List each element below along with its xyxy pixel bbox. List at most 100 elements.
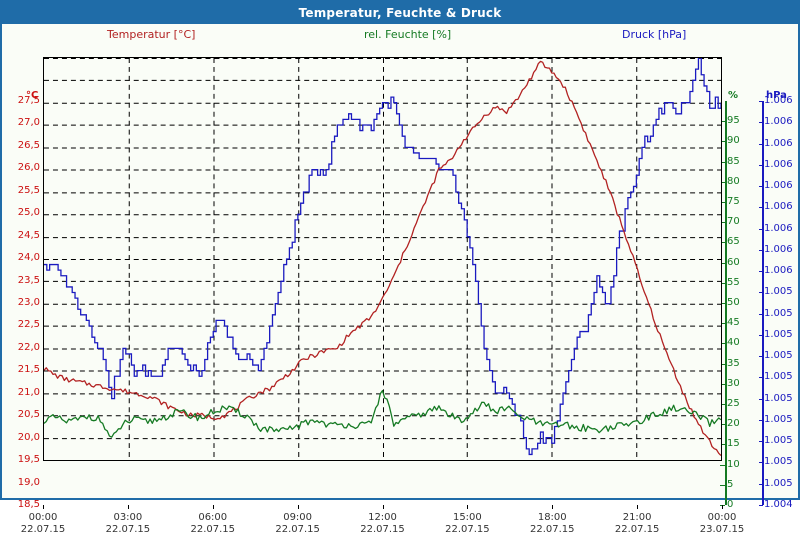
humidity-tick-9 — [720, 303, 725, 304]
pressure-tick-label-17: 1.005 — [764, 456, 793, 468]
pressure-tick-label-8: 1.006 — [764, 265, 793, 277]
humidity-tick-16 — [720, 444, 725, 446]
humidity-tick-13 — [720, 383, 725, 385]
temperature-tick-label-9: 23,0 — [17, 297, 40, 308]
time-axis-date-4: 22.07.15 — [360, 524, 405, 535]
plot-area-wrapper: °C % hPa 27,5 27,0 26,5 26,0 25,5 25,0 24,5 24,… — [2, 46, 798, 535]
humidity-tick-7 — [720, 262, 725, 264]
temperature-tick-label-10: 22,5 — [17, 319, 40, 331]
pressure-axis-spine — [762, 101, 764, 505]
humidity-tick-label-14: 25 — [727, 398, 740, 409]
time-axis-time-3: 09:00 — [283, 512, 313, 523]
humidity-tick-label-13: 30 — [727, 377, 740, 389]
temperature-tick-label-0: 27,5 — [17, 95, 40, 106]
pressure-tick-9 — [759, 292, 763, 294]
plot-canvas — [43, 57, 722, 461]
pressure-tick-label-12: 1.005 — [764, 350, 793, 362]
pressure-tick-8 — [759, 271, 763, 273]
pressure-tick-17 — [759, 462, 763, 464]
humidity-tick-15 — [720, 424, 725, 426]
time-axis-label-8: 00:00 23.07.15 — [692, 512, 752, 536]
pressure-tick-1 — [759, 122, 763, 124]
humidity-axis-spine — [725, 101, 727, 505]
pressure-tick-0 — [759, 101, 763, 102]
pressure-tick-label-4: 1.006 — [764, 180, 793, 192]
humidity-tick-label-11: 40 — [727, 337, 740, 349]
temperature-tick-label-15: 20,0 — [17, 431, 40, 443]
humidity-tick-label-2: 85 — [727, 155, 740, 167]
temperature-tick-label-1: 27,0 — [17, 117, 40, 129]
pressure-tick-label-16: 1.005 — [764, 435, 793, 447]
right-axis-unit: % — [728, 90, 739, 101]
time-axis-label-1: 03:00 22.07.15 — [98, 512, 158, 536]
pressure-tick-label-18: 1.005 — [764, 477, 793, 489]
humidity-tick-14 — [720, 404, 725, 405]
time-axis-tick-1 — [127, 505, 129, 509]
time-axis-label-0: 00:00 22.07.15 — [13, 512, 73, 536]
chart-legend: Temperatur [°C] rel. Feuchte [%] Druck [… — [2, 24, 798, 46]
pressure-tick-label-13: 1.005 — [764, 371, 793, 383]
time-axis-tick-7 — [637, 505, 639, 509]
pressure-tick-10 — [759, 313, 763, 315]
humidity-tick-8 — [720, 282, 725, 284]
humidity-tick-0 — [720, 121, 725, 123]
humidity-tick-6 — [720, 242, 725, 244]
pressure-tick-label-7: 1.006 — [764, 243, 793, 255]
humidity-tick-label-6: 65 — [727, 236, 740, 248]
humidity-tick-3 — [720, 181, 725, 183]
humidity-tick-label-1: 90 — [727, 135, 740, 147]
humidity-tick-18 — [720, 484, 725, 486]
pressure-tick-label-6: 1.006 — [764, 222, 793, 234]
pressure-tick-12 — [759, 356, 763, 358]
humidity-tick-label-17: 10 — [727, 458, 740, 470]
window-title-bar: Temperatur, Feuchte & Druck — [2, 2, 798, 24]
pressure-tick-label-14: 1.005 — [764, 392, 793, 404]
pressure-tick-16 — [759, 441, 763, 443]
temperature-tick-label-13: 21,0 — [17, 386, 40, 398]
time-axis-label-3: 09:00 22.07.15 — [268, 512, 328, 536]
pressure-tick-19 — [759, 505, 763, 506]
time-axis-time-8: 00:00 — [707, 512, 737, 523]
pressure-tick-label-3: 1.006 — [764, 158, 793, 170]
humidity-tick-label-16: 15 — [727, 438, 740, 450]
pressure-tick-label-15: 1.005 — [764, 413, 793, 425]
time-axis: 00:00 22.07.15 03:00 22.07.15 06:00 22.07.15 0… — [21, 505, 744, 545]
legend-humidity: rel. Feuchte [%] — [364, 28, 452, 41]
humidity-tick-label-5: 70 — [727, 216, 740, 228]
time-axis-time-6: 18:00 — [537, 512, 567, 523]
time-axis-tick-6 — [552, 505, 554, 509]
pressure-tick-label-9: 1.005 — [764, 286, 793, 298]
time-axis-time-2: 06:00 — [198, 512, 228, 523]
pressure-tick-14 — [759, 398, 763, 400]
humidity-tick-label-19: 0 — [727, 499, 734, 510]
humidity-tick-label-15: 20 — [727, 418, 740, 430]
pressure-tick-11 — [759, 334, 763, 336]
humidity-tick-label-7: 60 — [727, 256, 740, 268]
time-axis-date-8: 23.07.15 — [699, 524, 745, 535]
pressure-tick-label-11: 1.005 — [764, 328, 793, 340]
humidity-tick-2 — [720, 161, 725, 163]
humidity-tick-5 — [720, 222, 725, 224]
time-axis-label-2: 06:00 22.07.15 — [183, 512, 243, 536]
time-axis-tick-5 — [467, 505, 469, 509]
time-axis-label-5: 15:00 22.07.15 — [437, 512, 497, 536]
temperature-tick-label-3: 26,0 — [17, 162, 40, 174]
temperature-tick-label-11: 22,0 — [17, 341, 40, 353]
pressure-tick-4 — [759, 186, 763, 188]
temperature-tick-label-16: 19,5 — [17, 454, 40, 466]
humidity-tick-label-3: 80 — [727, 175, 740, 187]
pressure-tick-3 — [759, 164, 763, 166]
temperature-tick-label-18: 18,5 — [17, 499, 40, 510]
time-axis-label-6: 18:00 22.07.15 — [522, 512, 582, 536]
humidity-tick-label-10: 45 — [727, 317, 740, 329]
temperature-tick-label-17: 19,0 — [17, 476, 40, 488]
pressure-tick-7 — [759, 249, 763, 251]
pressure-tick-label-1: 1.006 — [764, 116, 793, 128]
time-axis-label-4: 12:00 22.07.15 — [353, 512, 413, 536]
pressure-tick-label-2: 1.006 — [764, 137, 793, 149]
time-axis-time-7: 21:00 — [622, 512, 652, 523]
time-axis-time-4: 12:00 — [368, 512, 397, 523]
time-axis-tick-8 — [722, 505, 723, 509]
humidity-tick-label-0: 95 — [727, 115, 740, 127]
time-axis-date-5: 22.07.15 — [445, 524, 490, 535]
